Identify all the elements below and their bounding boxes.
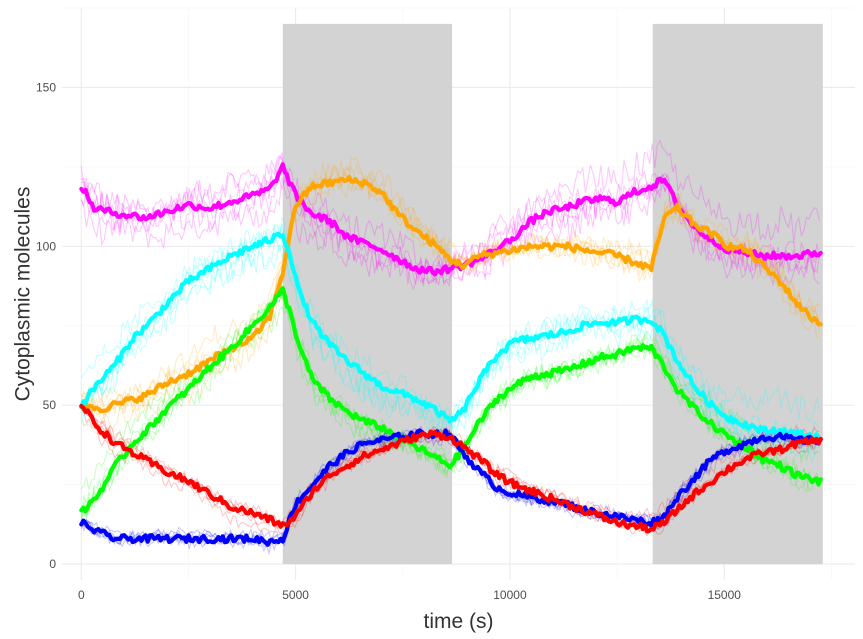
x-axis-title: time (s) — [424, 610, 494, 633]
y-tick-label: 100 — [36, 239, 56, 253]
replicate-trace — [80, 242, 820, 453]
series-line-2 — [79, 174, 823, 414]
y-axis-title: Cytoplasmic molecules — [11, 187, 34, 402]
series-lines — [79, 162, 823, 547]
x-tick-label: 10000 — [493, 588, 527, 602]
replicate-trace — [81, 155, 820, 288]
y-tick-label: 50 — [43, 398, 57, 412]
series-line-4 — [79, 286, 823, 514]
shaded-intervals — [282, 23, 823, 565]
x-tick-label: 5000 — [282, 588, 309, 602]
x-tick-label: 15000 — [708, 588, 742, 602]
tick-labels: 0 5000 10000 15000 0 50 100 150 — [36, 80, 741, 602]
y-tick-label: 150 — [36, 80, 56, 94]
x-tick-label: 0 — [78, 588, 85, 602]
series-line-6 — [79, 403, 823, 534]
shaded-interval-1 — [282, 23, 453, 565]
replicate-trace — [80, 156, 820, 284]
replicate-trace — [80, 216, 820, 449]
y-tick-label: 0 — [49, 557, 56, 571]
replicate-trace — [80, 139, 820, 285]
series-line-3 — [79, 231, 823, 442]
